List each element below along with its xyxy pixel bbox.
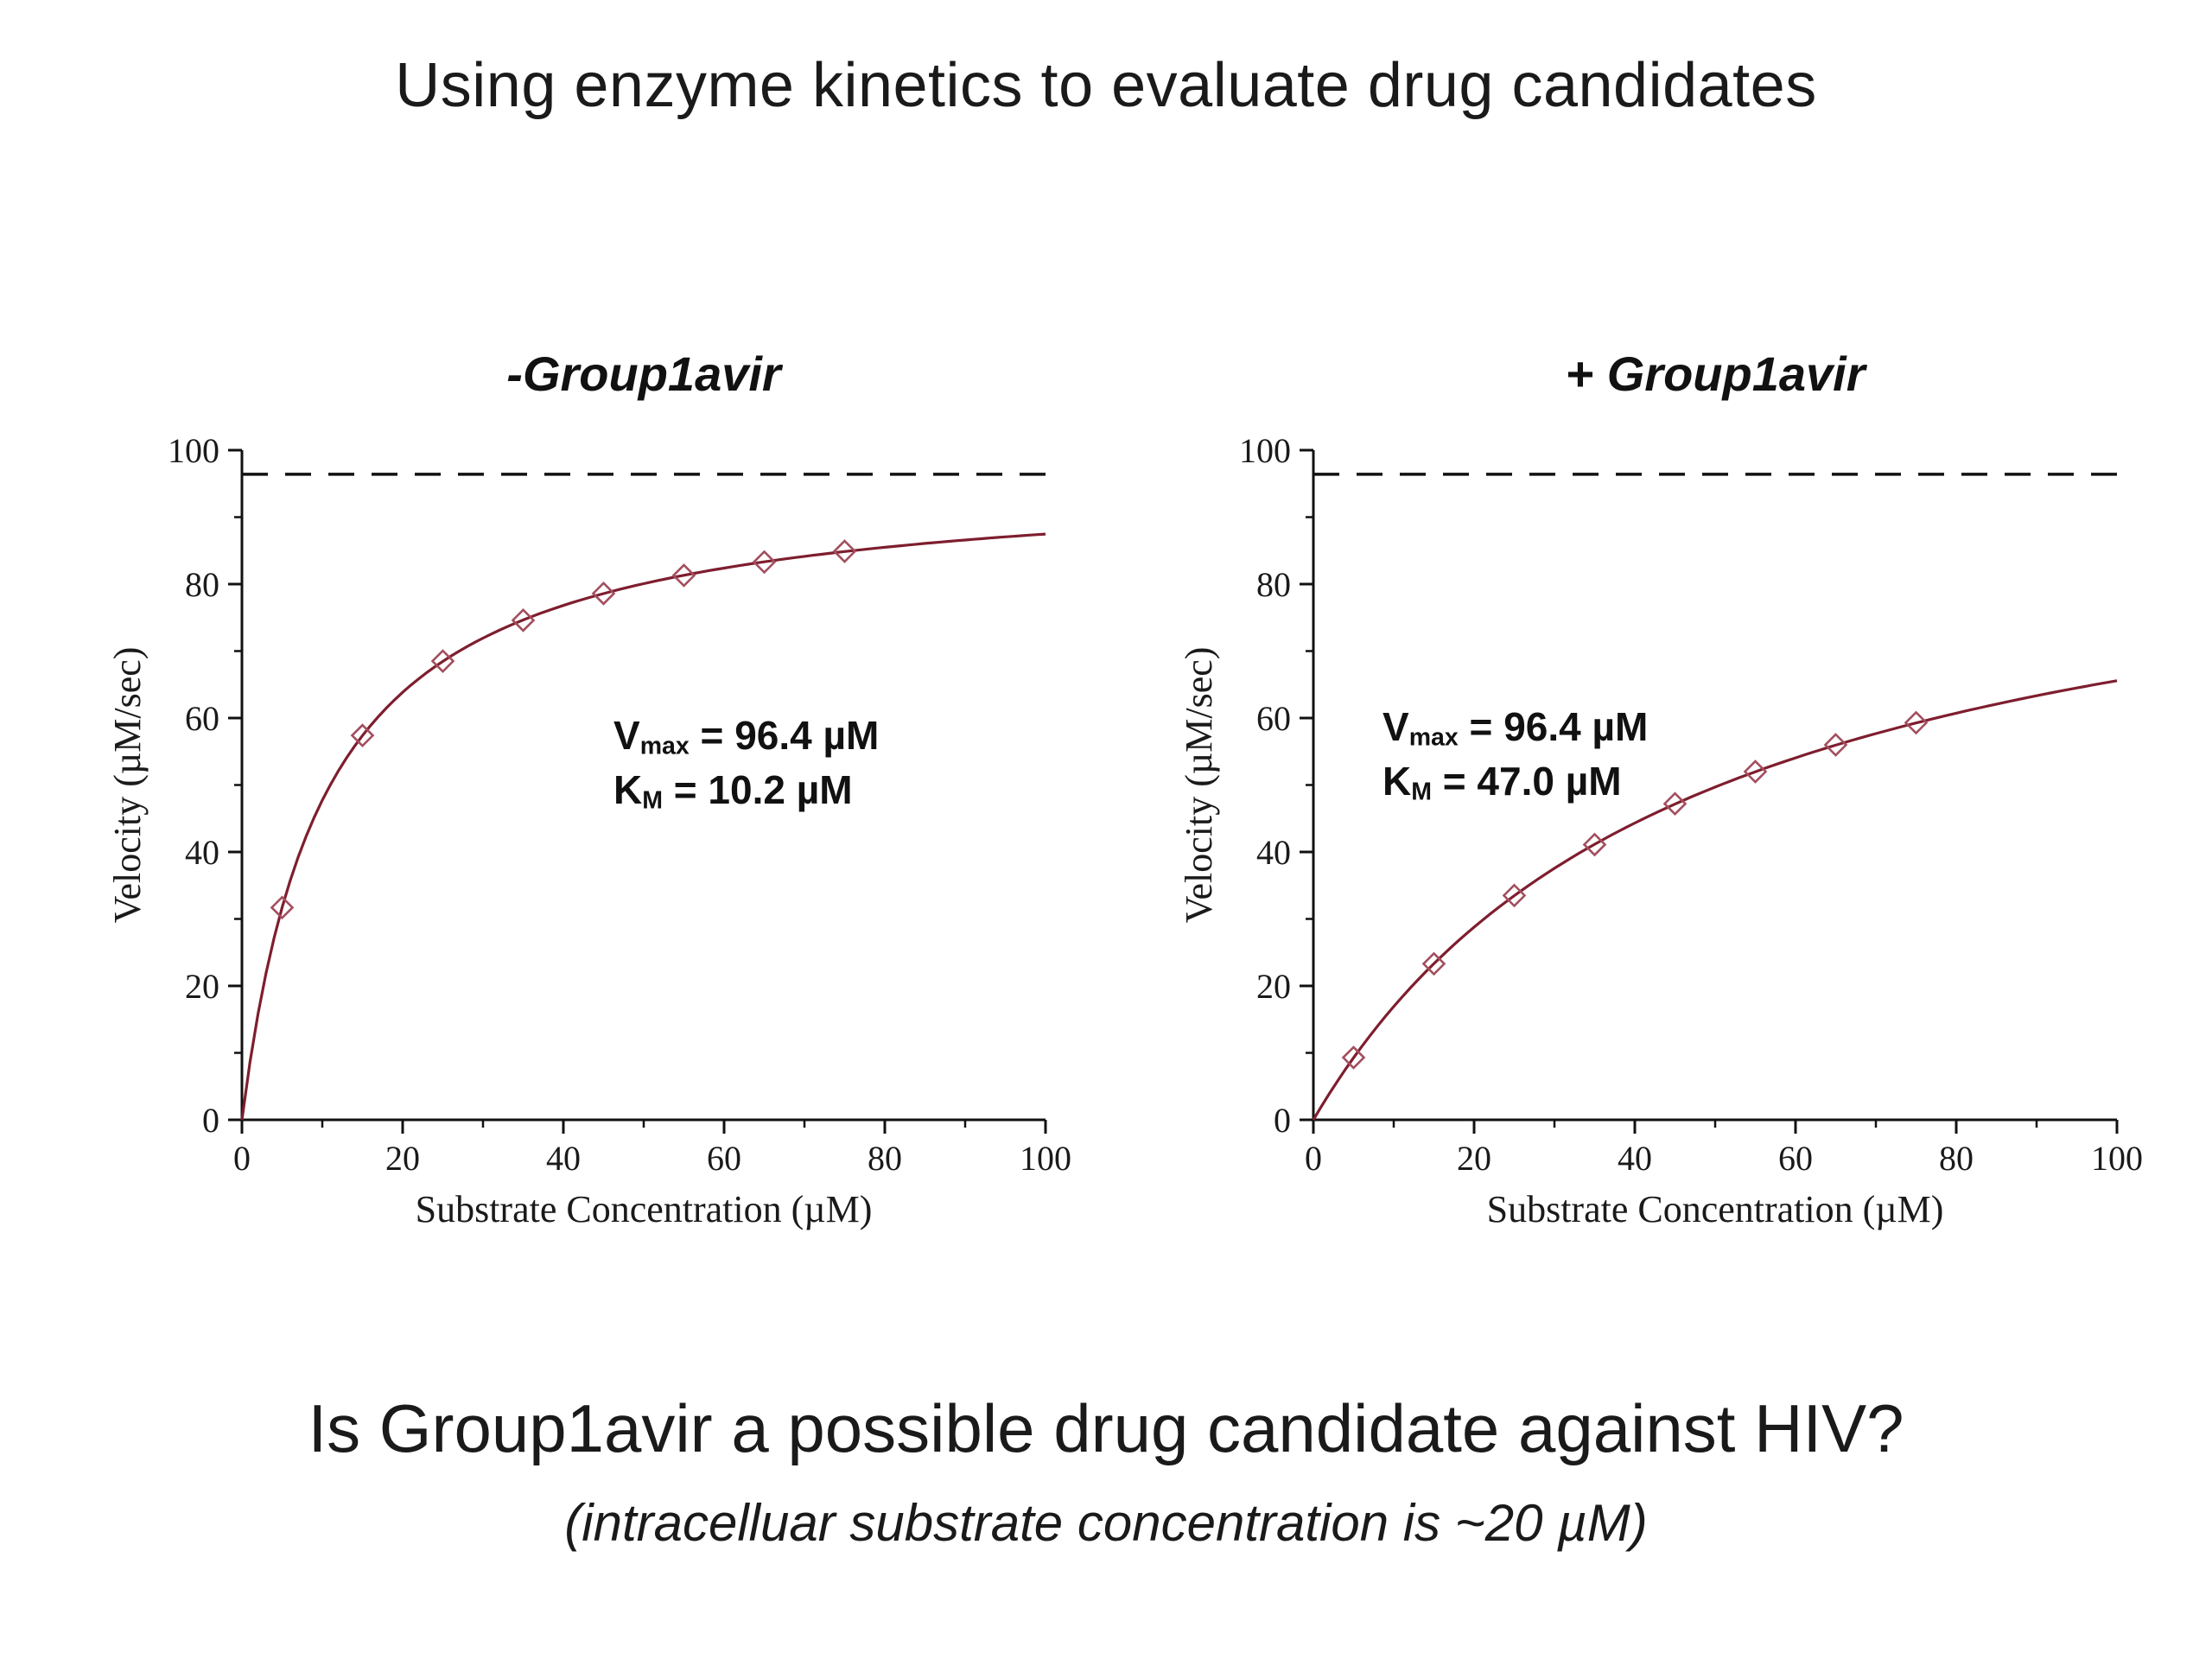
vmax-subscript: max [1408,723,1459,752]
km-subscript: M [1411,778,1432,806]
svg-text:0: 0 [202,1101,219,1140]
svg-text:20: 20 [185,967,219,1006]
chart-panel-plus-inhibitor: + Group1avir 0 20 40 60 80 100 0 20 40 60 80 100 Sub… [1166,346,2177,1296]
km-value: KM = 10.2 µM [613,763,879,817]
kinetics-annotation-minus: Vmax = 96.4 µM KM = 10.2 µM [613,709,879,817]
chart-panel-minus-inhibitor: -Group1avir 0 20 40 60 80 100 0 20 40 60 80 100 Subs… [95,346,1106,1296]
svg-text:80: 80 [1256,565,1291,604]
svg-text:Substrate Concentration (µM): Substrate Concentration (µM) [416,1188,873,1230]
svg-text:80: 80 [185,565,219,604]
vmax-text: = 96.4 µM [1458,704,1649,749]
vmax-value: Vmax = 96.4 µM [1382,700,1648,754]
chart-title-minus-group1avir: -Group1avir [506,346,781,401]
vmax-text: = 96.4 µM [689,713,880,758]
svg-text:20: 20 [385,1139,420,1178]
question-text: Is Group1avir a possible drug candidate … [308,1390,1904,1466]
svg-text:0: 0 [233,1139,251,1178]
svg-text:Velocity (µM/sec): Velocity (µM/sec) [106,647,149,924]
michaelis-menten-plot-plus-inhibitor: 0 20 40 60 80 100 0 20 40 60 80 100 Substrate Concen… [1178,431,2143,1230]
svg-text:Substrate Concentration (µM): Substrate Concentration (µM) [1487,1188,1944,1230]
michaelis-menten-plot-minus-inhibitor: 0 20 40 60 80 100 0 20 40 60 80 100 Substrate Concen… [106,431,1071,1230]
svg-text:100: 100 [168,431,219,470]
svg-text:0: 0 [1274,1101,1291,1140]
svg-text:100: 100 [2091,1139,2143,1178]
svg-text:20: 20 [1256,967,1291,1006]
km-text: = 10.2 µM [663,767,853,813]
svg-text:60: 60 [707,1139,741,1178]
km-text: = 47.0 µM [1432,759,1622,804]
vmax-subscript: max [639,732,690,760]
svg-text:40: 40 [1618,1139,1652,1178]
km-symbol: K [1382,759,1412,804]
svg-text:40: 40 [546,1139,581,1178]
svg-text:60: 60 [185,699,219,738]
svg-text:60: 60 [1256,699,1291,738]
svg-text:100: 100 [1020,1139,1071,1178]
slide-title: Using enzyme kinetics to evaluate drug c… [395,51,1817,120]
vmax-symbol: V [613,713,640,758]
svg-text:40: 40 [1256,833,1291,872]
km-value: KM = 47.0 µM [1382,754,1648,809]
km-symbol: K [613,767,643,813]
chart-title-plus-group1avir: + Group1avir [1565,346,1866,401]
kinetics-annotation-plus: Vmax = 96.4 µM KM = 47.0 µM [1382,700,1648,809]
vmax-symbol: V [1382,704,1409,749]
vmax-value: Vmax = 96.4 µM [613,709,879,763]
svg-text:0: 0 [1305,1139,1322,1178]
svg-text:Velocity (µM/sec): Velocity (µM/sec) [1178,647,1220,924]
svg-text:80: 80 [1939,1139,1974,1178]
svg-text:40: 40 [185,833,219,872]
svg-text:20: 20 [1457,1139,1491,1178]
svg-text:60: 60 [1778,1139,1813,1178]
note-text: (intracelluar substrate concentration is… [564,1494,1648,1552]
km-subscript: M [642,786,663,815]
svg-text:100: 100 [1239,431,1291,470]
svg-text:80: 80 [868,1139,902,1178]
